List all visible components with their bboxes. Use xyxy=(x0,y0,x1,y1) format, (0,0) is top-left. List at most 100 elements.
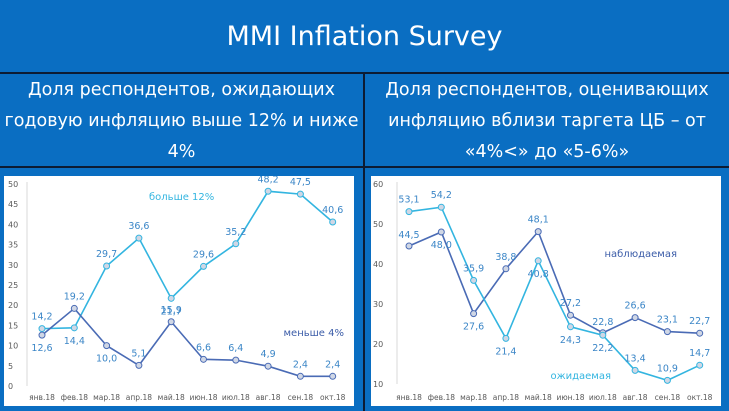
data-point xyxy=(232,356,240,364)
data-label: 12,6 xyxy=(31,343,52,354)
slide-title: MMI Inflation Survey xyxy=(226,20,503,52)
x-category-label: июл.18 xyxy=(222,393,250,402)
y-tick-label: 10 xyxy=(8,342,18,351)
y-tick-label: 20 xyxy=(8,301,18,310)
y-tick-label: 35 xyxy=(8,241,18,250)
data-point xyxy=(437,228,445,236)
data-label: 22,2 xyxy=(592,343,613,354)
x-category-label: май.18 xyxy=(158,393,185,402)
series-line xyxy=(41,190,334,330)
data-point xyxy=(264,362,272,370)
data-label: 40,8 xyxy=(528,269,549,280)
x-category-label: окт.18 xyxy=(320,393,346,402)
data-point xyxy=(599,331,607,339)
data-label: 35,2 xyxy=(225,227,246,238)
left-chart-panel: 0 5 10 15 20 25 30 35 40 45 50 янв.18 фев.18 мар.18 ап… xyxy=(4,174,354,406)
data-label: 53,1 xyxy=(398,195,419,206)
x-category-label: май.18 xyxy=(525,393,552,402)
data-label: 15,9 xyxy=(161,305,182,316)
data-point xyxy=(631,314,639,322)
data-label: 29,6 xyxy=(193,249,214,260)
x-category-label: окт.18 xyxy=(687,393,713,402)
divider-top xyxy=(0,72,729,74)
x-category-label: янв.18 xyxy=(396,393,422,402)
data-label: 14,2 xyxy=(31,312,52,323)
x-category-label: сен.18 xyxy=(288,393,314,402)
data-point xyxy=(296,372,304,380)
x-category-label: авг.18 xyxy=(623,393,648,402)
series-legend-label: наблюдаемая xyxy=(604,249,677,260)
data-point xyxy=(329,218,337,226)
data-point xyxy=(264,187,272,195)
data-point xyxy=(437,203,445,211)
data-label: 2,4 xyxy=(325,359,340,370)
data-label: 4,9 xyxy=(261,349,276,360)
data-label: 21,7 xyxy=(161,306,182,317)
data-label: 48,2 xyxy=(258,176,279,185)
series-line xyxy=(408,206,701,382)
data-point xyxy=(232,240,240,248)
series-legend-label: ожидаемая xyxy=(550,371,611,382)
data-point xyxy=(405,208,413,216)
data-point xyxy=(502,334,510,342)
data-point xyxy=(103,262,111,270)
x-category-label: сен.18 xyxy=(655,393,681,402)
data-label: 13,4 xyxy=(625,353,646,364)
data-point xyxy=(631,366,639,374)
series-legend-label: меньше 4% xyxy=(284,328,344,339)
data-label: 10,0 xyxy=(96,354,117,365)
data-point xyxy=(567,323,574,331)
data-label: 21,4 xyxy=(495,346,516,357)
y-tick-label: 15 xyxy=(8,321,18,330)
data-point xyxy=(70,324,78,332)
data-point xyxy=(470,276,478,284)
data-point xyxy=(470,310,478,318)
data-point xyxy=(534,228,542,236)
data-label: 27,2 xyxy=(560,298,581,309)
x-category-label: мар.18 xyxy=(93,393,120,402)
data-point xyxy=(329,372,337,380)
data-point xyxy=(567,311,574,319)
data-label: 22,7 xyxy=(689,316,710,327)
x-category-label: июн.18 xyxy=(189,393,217,402)
x-category-label: авг.18 xyxy=(256,393,281,402)
y-tick-label: 5 xyxy=(8,362,13,371)
data-point xyxy=(200,355,207,363)
data-label: 48,0 xyxy=(431,240,452,251)
data-point xyxy=(38,331,46,339)
data-label: 47,5 xyxy=(290,177,311,188)
x-category-label: июл.18 xyxy=(589,393,617,402)
data-label: 54,2 xyxy=(431,190,452,201)
data-label: 2,4 xyxy=(293,359,308,370)
data-label: 10,9 xyxy=(657,363,678,374)
y-tick-label: 40 xyxy=(8,220,18,229)
right-line-chart: 10 20 30 40 50 60 янв.18 фев.18 мар.18 апр.18 май.… xyxy=(373,180,713,402)
data-point xyxy=(296,190,304,198)
y-tick-label: 30 xyxy=(373,300,383,309)
data-point xyxy=(103,342,111,350)
series-legend-label: больше 12% xyxy=(149,192,214,203)
data-label: 26,6 xyxy=(625,301,646,312)
y-tick-label: 0 xyxy=(8,382,13,391)
x-category-label: мар.18 xyxy=(460,393,487,402)
data-point xyxy=(167,318,175,326)
y-tick-label: 50 xyxy=(373,220,383,229)
data-label: 48,1 xyxy=(528,215,549,226)
data-point xyxy=(38,325,46,333)
data-point xyxy=(135,361,143,369)
y-tick-label: 20 xyxy=(373,340,383,349)
x-category-label: апр.18 xyxy=(493,393,519,402)
y-tick-label: 25 xyxy=(8,281,18,290)
y-tick-label: 40 xyxy=(373,260,383,269)
x-category-label: июн.18 xyxy=(556,393,584,402)
data-point xyxy=(200,262,207,270)
data-label: 38,8 xyxy=(495,252,516,263)
left-chart-header: Доля респондентов, ожидающих годовую инф… xyxy=(4,79,359,162)
data-point xyxy=(534,257,542,265)
divider-vertical xyxy=(363,74,365,411)
x-category-label: апр.18 xyxy=(126,393,152,402)
data-label: 29,7 xyxy=(96,249,117,260)
data-point xyxy=(502,265,510,273)
data-label: 14,7 xyxy=(689,348,710,359)
